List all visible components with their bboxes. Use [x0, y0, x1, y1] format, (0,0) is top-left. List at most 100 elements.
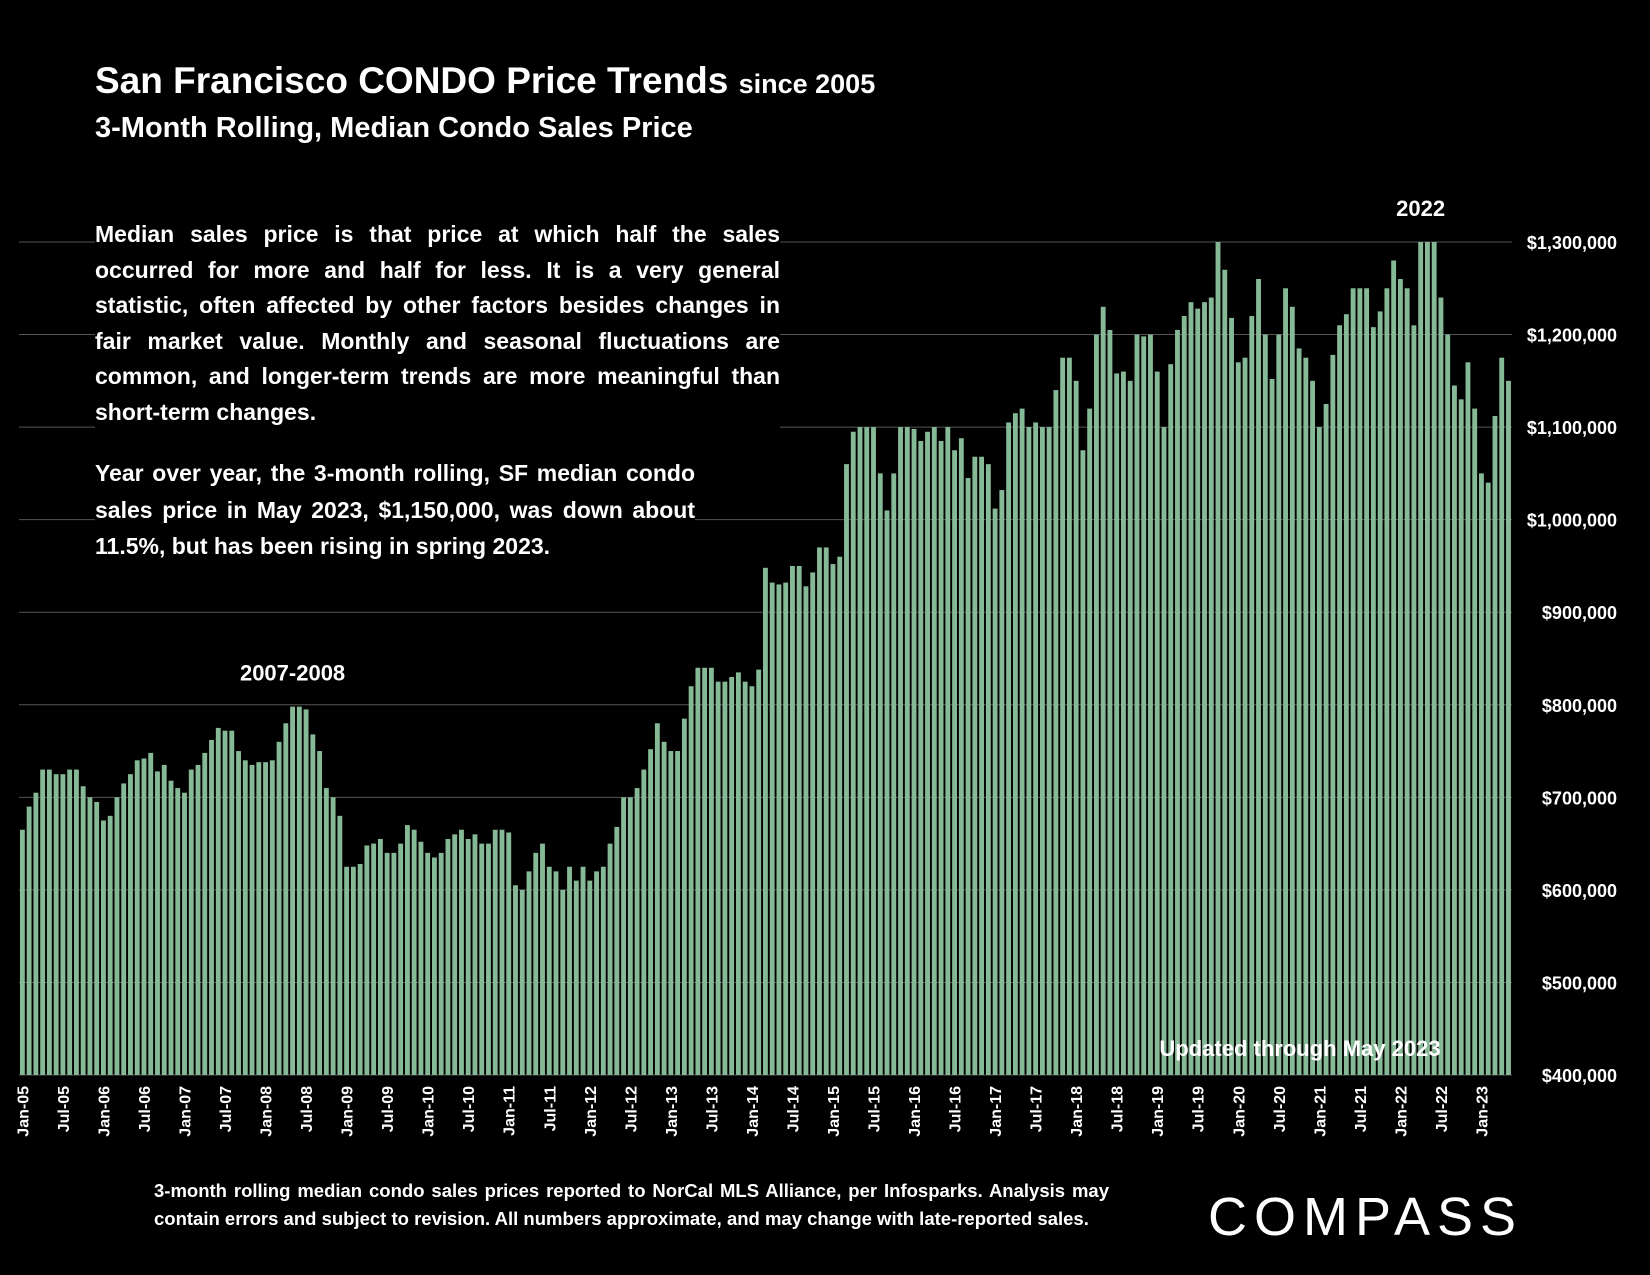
- x-tick-label: Jan-18: [1069, 1086, 1086, 1137]
- bar: [249, 764, 255, 1075]
- plot: $400,000 $500,000 $600,000 $700,000 $800,000…: [15, 196, 1617, 1137]
- bar: [823, 547, 829, 1075]
- bar: [438, 852, 444, 1075]
- bar: [445, 838, 451, 1075]
- bar: [1168, 364, 1174, 1075]
- bar: [107, 815, 113, 1075]
- bar: [627, 797, 633, 1075]
- bar: [1323, 403, 1329, 1075]
- bar: [1208, 297, 1214, 1075]
- bar: [796, 565, 802, 1075]
- bar: [1060, 357, 1066, 1075]
- bar: [26, 806, 32, 1075]
- bar: [708, 667, 714, 1075]
- bar: [1343, 314, 1349, 1075]
- bar: [1229, 317, 1234, 1075]
- bar: [1485, 482, 1491, 1076]
- y-tick-label: $800,000: [1542, 696, 1617, 716]
- bar: [182, 792, 187, 1075]
- bar: [526, 871, 532, 1075]
- bar: [1181, 316, 1187, 1075]
- bar: [688, 686, 694, 1075]
- bar: [769, 582, 775, 1075]
- y-tick-label: $1,300,000: [1527, 233, 1617, 253]
- bar: [756, 669, 762, 1075]
- x-tick-label: Jan-21: [1312, 1086, 1329, 1137]
- bar: [1377, 311, 1383, 1076]
- annotation: 2022: [1396, 196, 1445, 221]
- x-tick-label: Jan-22: [1393, 1086, 1410, 1137]
- bar: [141, 758, 147, 1075]
- bar: [668, 751, 674, 1075]
- bar: [1121, 371, 1126, 1076]
- x-tick-label: Jan-11: [502, 1086, 519, 1136]
- bar: [776, 584, 782, 1075]
- bar: [1445, 334, 1451, 1075]
- updated-note: Updated through May 2023: [1159, 1036, 1440, 1061]
- x-tick-label: Jul-16: [948, 1086, 965, 1132]
- x-tick-label: Jul-17: [1029, 1086, 1046, 1132]
- chart-subtitle: 3-Month Rolling, Median Condo Sales Pric…: [95, 112, 693, 144]
- bar: [844, 464, 849, 1076]
- bar: [1127, 380, 1133, 1075]
- bar: [979, 456, 985, 1075]
- bar: [945, 427, 951, 1076]
- bar: [803, 586, 809, 1075]
- x-tick-label: Jul-06: [137, 1086, 154, 1132]
- bar: [236, 751, 241, 1075]
- bar: [790, 565, 795, 1075]
- bar: [1006, 422, 1012, 1075]
- bar: [567, 866, 572, 1075]
- bar: [1141, 336, 1147, 1075]
- bar: [904, 427, 910, 1076]
- bar: [269, 760, 275, 1075]
- bar: [337, 815, 343, 1075]
- bar: [411, 829, 417, 1075]
- bar: [344, 866, 350, 1075]
- bar: [1431, 242, 1437, 1075]
- bar: [1033, 422, 1039, 1075]
- bar: [1418, 242, 1424, 1075]
- bar: [391, 852, 397, 1075]
- bar: [898, 427, 903, 1076]
- x-tick-label: Jan-15: [826, 1086, 843, 1137]
- bar: [114, 797, 120, 1075]
- bar: [735, 672, 741, 1075]
- bar: [931, 427, 937, 1076]
- bar: [513, 885, 518, 1075]
- bar: [1019, 408, 1025, 1076]
- bar: [1310, 380, 1316, 1075]
- bar: [290, 706, 296, 1075]
- bar: [222, 730, 228, 1075]
- bar: [850, 431, 856, 1075]
- bar: [654, 723, 660, 1075]
- bar: [1188, 302, 1194, 1075]
- bar: [465, 838, 471, 1075]
- footnote: 3-month rolling median condo sales price…: [154, 1180, 1109, 1229]
- bar: [1100, 306, 1106, 1075]
- bar: [1384, 288, 1390, 1075]
- bar: [999, 490, 1005, 1075]
- bar: [87, 797, 93, 1075]
- x-tick-label: Jul-12: [623, 1086, 640, 1132]
- x-tick-label: Jan-12: [583, 1086, 600, 1137]
- bar: [580, 866, 586, 1075]
- x-tick-label: Jan-07: [177, 1086, 194, 1137]
- bar: [506, 832, 512, 1075]
- bar: [1492, 416, 1498, 1075]
- bar: [992, 508, 998, 1075]
- bar: [101, 820, 106, 1075]
- bar: [242, 760, 248, 1075]
- bar: [938, 440, 944, 1075]
- bar: [1465, 362, 1471, 1075]
- bar: [1249, 316, 1255, 1075]
- bar: [1411, 325, 1417, 1075]
- bar: [985, 464, 991, 1076]
- bar: [614, 826, 620, 1075]
- bar: [398, 843, 404, 1075]
- bar: [607, 843, 613, 1075]
- bar: [128, 774, 133, 1075]
- y-tick-label: $500,000: [1542, 973, 1617, 993]
- bar: [891, 473, 897, 1075]
